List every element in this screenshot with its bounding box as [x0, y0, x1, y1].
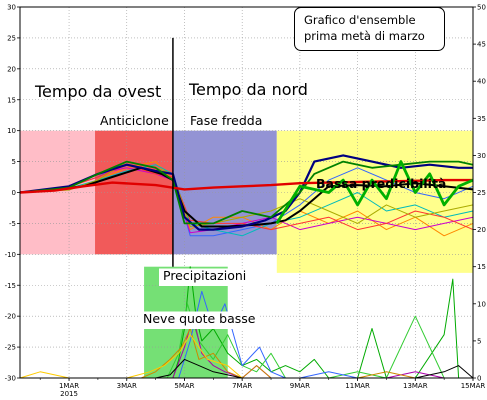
precip-member-line [20, 358, 474, 379]
right-tick-label: 30 [477, 152, 486, 160]
snow-label: Neve quote basse [143, 311, 256, 326]
precip-member-line [141, 328, 473, 379]
anticyclone-label: Anticiclone [100, 113, 169, 128]
cold-phase-label: Fase fredda [190, 113, 262, 128]
left-tick-label: -5 [9, 220, 16, 228]
right-tick-label: 10 [477, 300, 486, 308]
right-tick-label: 25 [477, 189, 486, 197]
anticyclone-region [95, 130, 173, 255]
precip-member-line [19, 334, 473, 379]
low-predictability-label: Bassa predicibilità [316, 176, 446, 191]
right-tick-label: 45 [477, 41, 486, 49]
axes-layer: 302520151050-5-10-15-20-25-3050454035302… [5, 4, 486, 399]
main-series-line [19, 160, 474, 225]
left-tick-label: -25 [5, 344, 16, 352]
left-tick-label: -30 [5, 375, 16, 383]
chart-title-box: Grafico d'ensemble prima metà di marzo [294, 7, 445, 51]
left-tick-label: -15 [5, 282, 16, 290]
main-series-line [275, 160, 474, 225]
x-tick-label: 5MAR [174, 382, 194, 390]
right-tick-label: 20 [477, 226, 486, 234]
precipitation-label-bg [159, 268, 265, 286]
left-tick-label: 15 [7, 96, 16, 104]
series-layer [19, 154, 474, 379]
left-tick-label: -20 [5, 313, 16, 321]
x-tick-label: 3MAR [117, 382, 137, 390]
right-tick-label: 40 [477, 78, 486, 86]
x-tick-label: 9MAR [290, 382, 310, 390]
left-tick-label: 20 [7, 65, 16, 73]
x-tick-label: 13MAR [403, 382, 428, 390]
left-tick-label: 5 [12, 158, 16, 166]
title-line-2: prima metà di marzo [304, 29, 425, 43]
left-tick-label: 25 [7, 34, 16, 42]
main-series-line [19, 154, 473, 231]
x-tick-label: 15MAR [461, 382, 486, 390]
main-series-line [19, 178, 473, 194]
right-tick-label: 50 [477, 4, 486, 12]
left-tick-label: 30 [7, 4, 16, 12]
left-tick-label: 10 [7, 127, 16, 135]
x-tick-label: 7MAR [232, 382, 252, 390]
title-line-1: Grafico d'ensemble [304, 13, 416, 27]
x-tick-label: 1MAR [59, 382, 79, 390]
x-tick-label: 11MAR [345, 382, 370, 390]
right-tick-label: 15 [477, 263, 486, 271]
right-tick-label: 35 [477, 115, 486, 123]
west-label: Tempo da ovest [34, 82, 161, 101]
precipitation-label: Precipitazioni [163, 268, 246, 283]
x-tick-sublabel: 2015 [60, 390, 78, 398]
right-tick-label: 5 [477, 337, 481, 345]
north-label: Tempo da nord [188, 80, 308, 99]
snow-label-bg [139, 311, 259, 329]
left-tick-label: -10 [5, 251, 16, 259]
left-tick-label: 0 [12, 189, 16, 197]
right-tick-label: 0 [477, 375, 481, 383]
precip-member-line [172, 266, 473, 379]
labels-layer: Tempo da ovest Tempo da nord Anticiclone Fa… [34, 80, 446, 329]
